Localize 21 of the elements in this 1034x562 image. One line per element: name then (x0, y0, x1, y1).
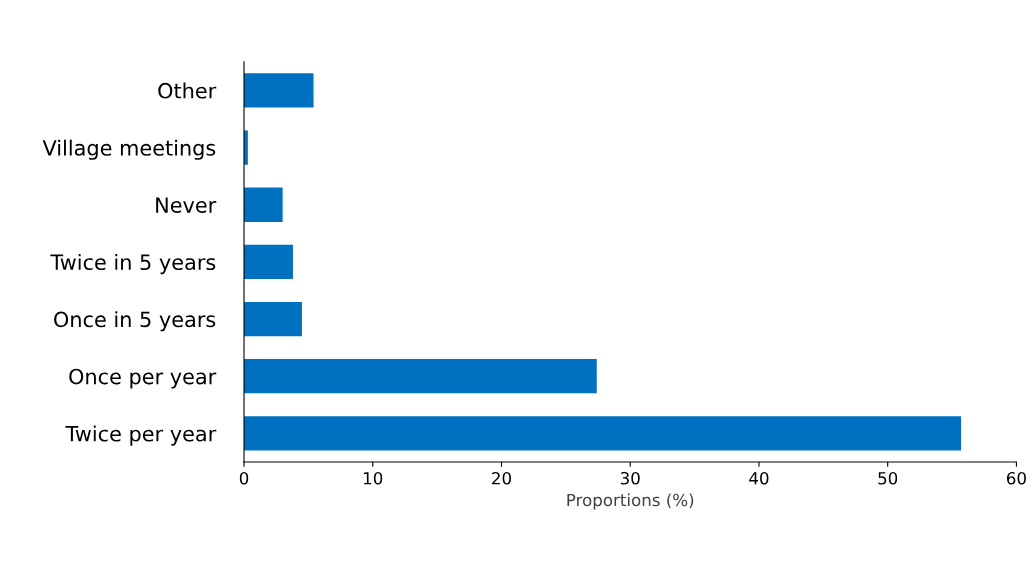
x-tick-label: 30 (620, 471, 640, 485)
bar (244, 73, 314, 108)
x-axis-title: Proportions (%) (567, 493, 694, 510)
y-tick-label: Never (156, 197, 217, 213)
bar (244, 416, 962, 451)
y-tick-label: Once per year (69, 368, 217, 389)
bar (244, 301, 302, 337)
x-tick-label: 0 (239, 471, 249, 485)
bar (244, 187, 283, 222)
x-tick-label: 20 (492, 471, 511, 485)
y-tick-label: Village meetings (42, 139, 216, 160)
y-tick-label: Twice per year (65, 425, 217, 446)
x-tick-label: 10 (363, 471, 383, 485)
x-tick-label: 50 (878, 471, 898, 485)
x-tick-label: 60 (1006, 471, 1026, 485)
bar (244, 359, 597, 394)
y-tick-label: Other (158, 82, 217, 99)
bar (244, 244, 293, 280)
y-tick-label: Once in 5 years (54, 311, 216, 332)
y-tick-label: Twice in 5 years (50, 253, 216, 275)
x-tick-label: 40 (749, 471, 769, 485)
